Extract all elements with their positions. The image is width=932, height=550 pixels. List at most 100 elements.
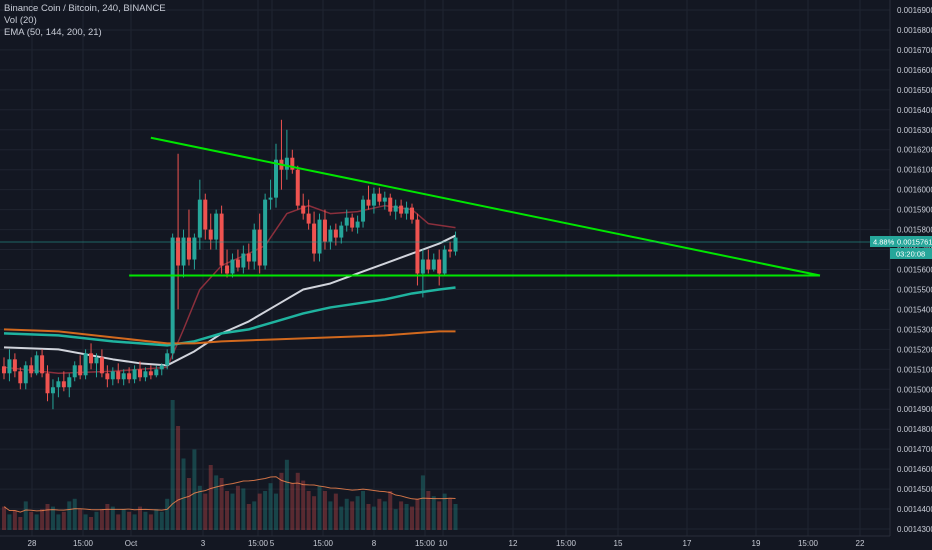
volume-bar — [127, 511, 132, 530]
price-tick-label: 0.0014500 — [897, 485, 932, 494]
time-tick-label: 15 — [614, 539, 623, 548]
candle — [382, 191, 387, 210]
candle-body — [176, 237, 181, 266]
candle — [377, 187, 382, 206]
candle-body — [12, 359, 17, 372]
candle-body — [203, 199, 208, 230]
candle — [154, 365, 159, 378]
ema-indicator-label[interactable]: EMA (50, 144, 200, 21) — [4, 27, 102, 38]
candle — [78, 355, 83, 380]
trendlines[interactable] — [129, 136, 821, 277]
candle-body — [235, 259, 240, 268]
candle-body — [377, 193, 382, 202]
candle-body — [404, 207, 409, 214]
candle — [453, 231, 458, 256]
volume-bar — [116, 514, 121, 530]
candle — [268, 179, 273, 210]
volume-bar — [442, 493, 447, 530]
volume-ma-line — [3, 476, 456, 513]
volume-bar — [274, 493, 278, 530]
last-price-tag-background — [870, 236, 932, 247]
volume-bar — [121, 509, 126, 530]
price-tick-label: 0.0016700 — [897, 46, 932, 55]
candle-timer-label: 03:20:08 — [896, 250, 925, 259]
candle — [127, 367, 132, 384]
candle — [431, 253, 436, 272]
volume-bar — [344, 498, 349, 530]
time-tick-label: 22 — [856, 539, 865, 548]
candle — [148, 365, 153, 380]
time-axis[interactable]: 28 15:00 Oct 3 15:00 5 15:00 8 15:00 10 12 15:00 15 1… — [0, 535, 890, 548]
candle-body — [50, 387, 55, 394]
descending-trendline[interactable] — [150, 136, 821, 277]
candle-body — [252, 229, 257, 262]
volume-bar — [420, 475, 425, 530]
candle — [72, 361, 77, 382]
candle-body — [301, 205, 306, 214]
candle-body — [61, 381, 66, 388]
price-tick-label: 0.0016400 — [897, 106, 932, 115]
volume-bar — [339, 506, 344, 530]
price-tick-label: 0.0014300 — [897, 525, 932, 534]
price-axis[interactable]: 0.0016900 0.0016800 0.0016700 0.0016600 0.00… — [889, 0, 932, 550]
volume-bar — [7, 514, 12, 530]
volume-bars — [2, 400, 458, 530]
ema144-line — [3, 286, 456, 347]
candle — [295, 165, 300, 210]
candle-body — [23, 365, 28, 384]
volume-bar — [186, 478, 191, 530]
candle — [2, 357, 6, 380]
symbol-title[interactable]: Binance Coin / Bitcoin, 240, BINANCE — [4, 3, 166, 14]
time-tick-label: 17 — [683, 539, 692, 548]
candle-body — [72, 365, 77, 378]
price-axis-background — [890, 0, 932, 550]
candle — [290, 149, 295, 174]
candle — [18, 367, 23, 390]
candle-body — [388, 197, 393, 212]
volume-bar — [165, 498, 170, 530]
volume-bar — [132, 514, 137, 530]
volume-bar — [18, 517, 23, 530]
volume-bar — [377, 498, 382, 530]
price-tick-label: 0.0015800 — [897, 226, 932, 235]
candle — [23, 361, 28, 390]
candle-body — [453, 237, 458, 252]
candle — [176, 153, 181, 310]
volume-bar — [322, 491, 327, 530]
volume-bar — [154, 509, 159, 530]
candle — [366, 185, 371, 210]
candle-body — [105, 373, 110, 380]
candle — [437, 249, 442, 286]
candle — [7, 349, 12, 382]
candle-body — [361, 199, 366, 222]
candle — [219, 205, 224, 274]
candle — [404, 201, 409, 220]
candle-body — [170, 237, 175, 354]
time-tick-label: 15:00 — [798, 539, 819, 548]
time-tick-label: 19 — [752, 539, 761, 548]
time-tick-label: 15:00 — [313, 539, 334, 548]
candle-body — [2, 366, 6, 374]
candle — [339, 221, 344, 244]
volume-bar — [61, 511, 66, 530]
candle — [121, 369, 126, 386]
volume-bar — [268, 483, 273, 530]
candle — [274, 143, 278, 208]
volume-bar — [448, 498, 453, 530]
price-tick-label: 0.0015400 — [897, 305, 932, 314]
candle — [312, 211, 317, 262]
candle-body — [410, 207, 414, 220]
candle-body — [295, 169, 300, 206]
candle-body — [328, 229, 333, 242]
candle-body — [322, 219, 327, 242]
time-tick-label: Oct — [125, 539, 138, 548]
volume-bar — [170, 400, 175, 530]
volume-indicator-label[interactable]: Vol (20) — [4, 15, 37, 26]
candle — [192, 233, 197, 270]
volume-bar — [50, 506, 55, 530]
candle-body — [78, 365, 83, 376]
candlesticks — [2, 119, 458, 410]
price-tick-label: 0.0016300 — [897, 126, 932, 135]
candle-body — [192, 237, 197, 260]
